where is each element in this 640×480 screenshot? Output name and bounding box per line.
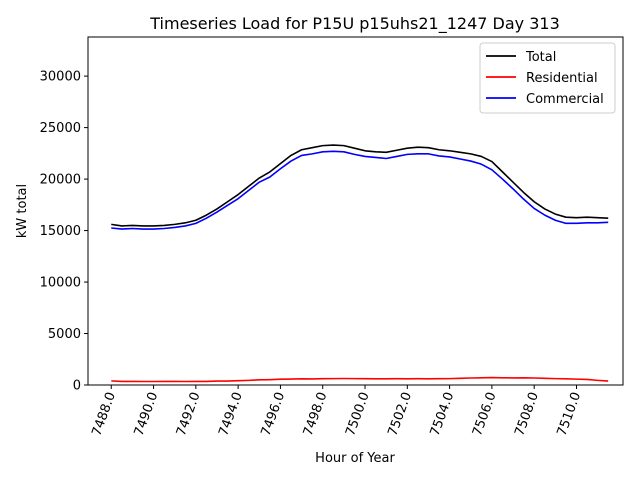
x-tick-label: 7490.0 <box>132 390 162 438</box>
x-tick-label: 7508.0 <box>512 390 542 438</box>
x-tick-label: 7502.0 <box>385 390 415 438</box>
legend-label-total: Total <box>525 50 556 65</box>
x-tick-label: 7500.0 <box>343 390 373 438</box>
legend-label-commercial: Commercial <box>526 92 604 107</box>
y-tick-label: 30000 <box>40 70 81 85</box>
y-tick-label: 0 <box>73 379 81 394</box>
x-tick-label: 7496.0 <box>259 390 289 438</box>
legend-label-residential: Residential <box>526 71 598 86</box>
y-tick-label: 5000 <box>48 327 81 342</box>
series-layer <box>111 144 609 383</box>
y-tick-label: 15000 <box>40 224 81 239</box>
x-tick-label: 7494.0 <box>216 390 246 438</box>
y-tick-label: 25000 <box>40 121 81 136</box>
x-tick-label: 7498.0 <box>301 390 331 438</box>
series-line-commercial <box>111 150 609 230</box>
y-tick-label: 10000 <box>40 276 81 291</box>
series-line-total <box>111 144 609 227</box>
x-tick-label: 7488.0 <box>89 390 119 438</box>
x-axis-label: Hour of Year <box>315 451 395 466</box>
series-line-residential <box>111 376 609 383</box>
x-tick-label: 7504.0 <box>428 390 458 438</box>
x-tick-label: 7506.0 <box>470 390 500 438</box>
legend-box <box>479 42 616 114</box>
x-tick-label: 7492.0 <box>174 390 204 438</box>
y-tick-label: 20000 <box>40 173 81 188</box>
x-tick-label: 7510.0 <box>555 390 585 438</box>
legend: Total Residential Commercial <box>479 42 616 114</box>
chart-title: Timeseries Load for P15U p15uhs21_1247 D… <box>149 14 560 34</box>
y-axis: 0 5000 10000 15000 20000 25000 30000 <box>40 70 88 394</box>
plot-frame <box>87 36 624 386</box>
y-axis-label: kW total <box>15 184 30 238</box>
x-axis: 7488.0 7490.0 7492.0 7494.0 7496.0 7498.0 7500… <box>89 385 584 438</box>
